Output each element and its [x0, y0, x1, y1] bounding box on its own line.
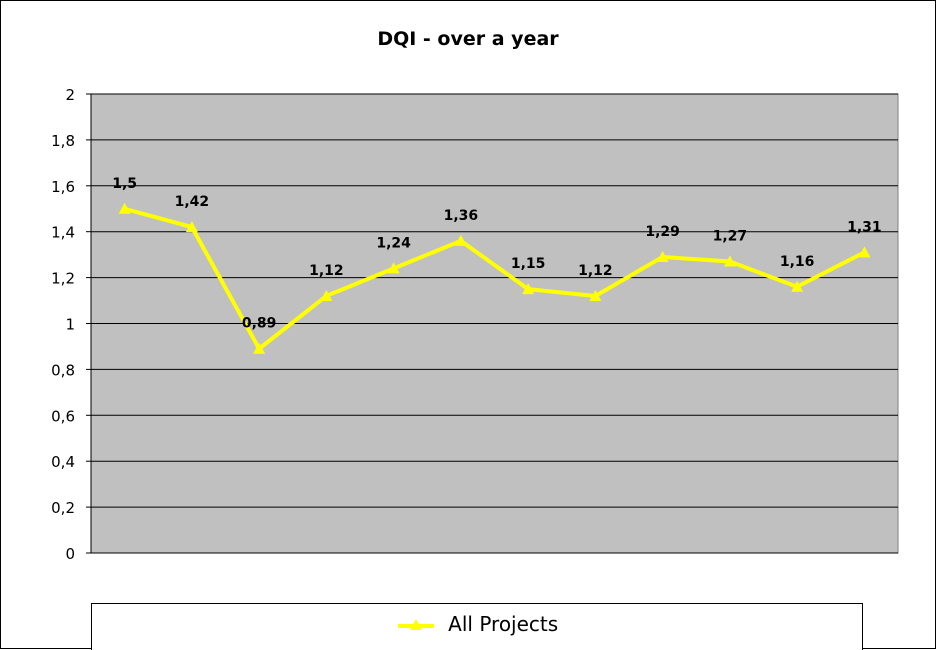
data-label: 1,24 — [376, 235, 411, 251]
data-point-marker — [118, 202, 131, 214]
data-point-marker — [656, 250, 669, 262]
y-tick-label: 1,4 — [51, 224, 75, 242]
y-tick-label: 1,8 — [51, 132, 75, 150]
data-point-marker — [589, 289, 602, 301]
data-point-marker — [253, 342, 266, 354]
y-tick-label: 1,2 — [51, 270, 75, 288]
data-label: 1,42 — [175, 194, 210, 210]
data-point-marker — [522, 283, 535, 295]
y-tick-label: 0,4 — [51, 453, 75, 471]
data-point-marker — [454, 234, 467, 246]
data-label: 1,27 — [713, 229, 748, 245]
data-label: 1,16 — [780, 254, 815, 270]
y-tick-label: 1,6 — [51, 178, 75, 196]
y-tick-label: 1 — [65, 316, 75, 334]
data-label: 1,12 — [309, 263, 344, 279]
data-label: 1,12 — [578, 263, 613, 279]
data-label: 1,31 — [847, 219, 882, 235]
data-point-marker — [791, 280, 804, 292]
series-line — [124, 206, 866, 351]
data-label: 1,5 — [112, 176, 137, 192]
legend-marker-icon — [397, 618, 434, 630]
data-label: 1,29 — [645, 224, 680, 240]
legend: All Projects — [91, 603, 863, 650]
data-label: 0,89 — [242, 316, 277, 332]
y-tick-label: 0,8 — [51, 361, 75, 379]
data-point-marker — [387, 262, 400, 274]
legend-label: All Projects — [448, 612, 559, 636]
data-label: 1,36 — [444, 208, 479, 224]
y-tick-label: 0,2 — [51, 499, 75, 517]
y-tick-label: 0 — [65, 545, 75, 563]
data-label: 1,15 — [511, 256, 546, 272]
data-point-marker — [858, 246, 871, 258]
data-point-marker — [723, 255, 736, 267]
data-point-marker — [320, 289, 333, 301]
y-tick-label: 2 — [65, 86, 75, 104]
y-tick-label: 0,6 — [51, 407, 75, 425]
data-point-marker — [185, 221, 198, 233]
chart-title: DQI - over a year — [377, 28, 559, 50]
